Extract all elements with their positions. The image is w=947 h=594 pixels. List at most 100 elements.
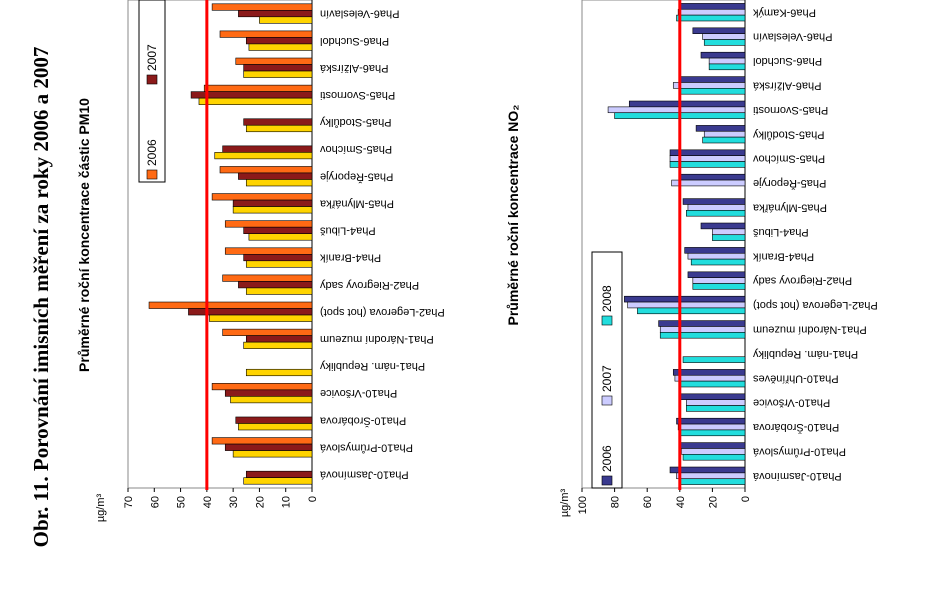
chart0-bar xyxy=(245,260,313,268)
chart1-tick-label: 60 xyxy=(642,496,654,508)
chart1-bar xyxy=(676,417,746,425)
chart1-bar xyxy=(679,76,746,83)
chart0-bar xyxy=(219,30,313,38)
chart1-bar xyxy=(682,356,746,363)
chart1-bar xyxy=(676,14,746,22)
chart0-bar xyxy=(224,389,313,397)
chart1-bar xyxy=(628,100,746,108)
chart0-category-label: Pha5-Smíchov xyxy=(320,143,393,155)
chart1-bar xyxy=(658,320,746,327)
chart0-bar xyxy=(248,233,313,241)
chart0-legend-swatch xyxy=(146,74,158,85)
chart0-bar xyxy=(243,226,313,234)
pm10-chart-title: Průměrné roční koncentrace částic PM10 xyxy=(76,98,92,372)
chart1-bar xyxy=(624,295,746,303)
chart1-bar xyxy=(702,33,746,40)
chart0-legend-label: 2007 xyxy=(145,44,159,71)
chart1-bar xyxy=(679,478,746,485)
chart0-bar xyxy=(224,443,313,451)
chart0-bar xyxy=(235,416,313,424)
chart1-tick-label: 100 xyxy=(577,496,589,514)
chart0-bar xyxy=(235,57,313,65)
chart0-bar xyxy=(219,166,313,174)
chart1-bar xyxy=(679,380,746,388)
chart1-category-label: Pha6-Kamýk xyxy=(753,6,816,18)
chart1-category-label: Pha4-Braník xyxy=(753,250,815,262)
chart1-bar xyxy=(659,326,746,333)
chart0-bar xyxy=(238,281,313,289)
pm10-unit-label: µg/m³ xyxy=(95,493,107,522)
chart1-category-label: Pha5-Řeporyje xyxy=(753,177,826,190)
chart1-bar xyxy=(687,204,746,211)
chart1-bar xyxy=(682,198,746,205)
chart1-category-label: Pha4-Libuš xyxy=(753,226,809,238)
no2-unit-label: µg/m³ xyxy=(559,488,571,517)
chart1-bar xyxy=(659,332,746,339)
chart0-category-label: Pha4-Libuš xyxy=(320,225,376,237)
chart0-category-label: Pha5-Řeporyje xyxy=(320,170,393,183)
chart0-category-label: Pha10-Šrobárova xyxy=(319,414,406,427)
chart1-bar xyxy=(703,130,746,138)
page-title: Obr. 11. Porovnání imisních měření za ro… xyxy=(29,47,53,548)
chart0-bar xyxy=(190,91,313,99)
chart1-category-label: Pha10-Uhříněves xyxy=(753,372,839,384)
chart1-legend-box xyxy=(591,251,623,489)
chart1-bar xyxy=(637,307,746,315)
chart0-bar xyxy=(245,335,313,343)
chart0-bar xyxy=(211,437,313,445)
chart0-category-label: Pha5-Mlynářka xyxy=(319,197,394,209)
chart0-bar xyxy=(243,341,313,349)
chart1-bar xyxy=(692,27,746,34)
chart1-bar xyxy=(703,39,746,46)
chart0-bar xyxy=(248,43,313,51)
chart1-bar xyxy=(692,277,746,284)
chart1-category-label: Pha6-Veleslavín xyxy=(753,31,833,43)
chart0-bar xyxy=(211,383,313,391)
chart1-bar xyxy=(679,393,746,400)
chart1-bar xyxy=(712,228,746,236)
chart1-tick-label: 0 xyxy=(740,496,752,502)
chart1-bar xyxy=(686,210,746,217)
chart1-bar xyxy=(674,374,746,382)
chart1-bar xyxy=(679,173,746,181)
chart1-bar xyxy=(679,88,746,95)
chart0-bar xyxy=(224,247,313,255)
chart1-category-label: Pha5-Stodůlky xyxy=(753,128,825,140)
chart0-bar xyxy=(243,477,313,485)
chart0-tick-label: 30 xyxy=(228,496,240,508)
chart0-tick-label: 60 xyxy=(149,496,161,508)
chart0-bar xyxy=(245,368,313,377)
chart0-category-label: Pha2-Riegrovy sady xyxy=(320,279,420,291)
chart0-bar xyxy=(222,328,313,336)
no2-chart: 100 80 60 40 20 0 Pha10-Jasmínová Pha10-Průmysl… xyxy=(577,0,878,514)
chart1-bar xyxy=(671,179,746,187)
chart1-legend-swatch xyxy=(601,475,613,486)
chart1-bar xyxy=(687,252,746,260)
chart1-bar xyxy=(676,472,746,480)
chart0-bar xyxy=(232,206,313,214)
chart1-bar xyxy=(669,161,746,168)
chart1-bar xyxy=(692,283,746,290)
chart0-bar xyxy=(243,254,313,262)
chart0-category-label: Pha6-Veleslavín xyxy=(320,8,400,20)
chart1-bar xyxy=(702,136,746,144)
chart0-bar xyxy=(209,314,313,322)
chart1-bar xyxy=(712,234,746,241)
chart1-bar xyxy=(682,454,746,461)
chart1-bar xyxy=(708,57,746,65)
chart1-bar xyxy=(684,247,746,254)
chart1-bar xyxy=(686,405,746,412)
chart0-bar xyxy=(238,172,313,180)
chart1-bar xyxy=(690,258,746,266)
chart0-bar xyxy=(259,16,313,24)
chart1-bar xyxy=(681,448,746,455)
chart1-category-label: Pha1-Národní muzeum xyxy=(753,323,867,335)
chart1-tick-label: 40 xyxy=(675,496,687,508)
chart0-category-label: Pha1-Národní muzeum xyxy=(320,333,434,345)
chart1-bar xyxy=(627,301,746,309)
chart0-tick-label: 50 xyxy=(176,496,188,508)
chart0-bar xyxy=(211,3,313,11)
chart1-legend-swatch xyxy=(601,315,613,326)
chart1-category-label: Pha10-Vršovice xyxy=(753,397,830,409)
chart1-bar xyxy=(679,442,746,449)
